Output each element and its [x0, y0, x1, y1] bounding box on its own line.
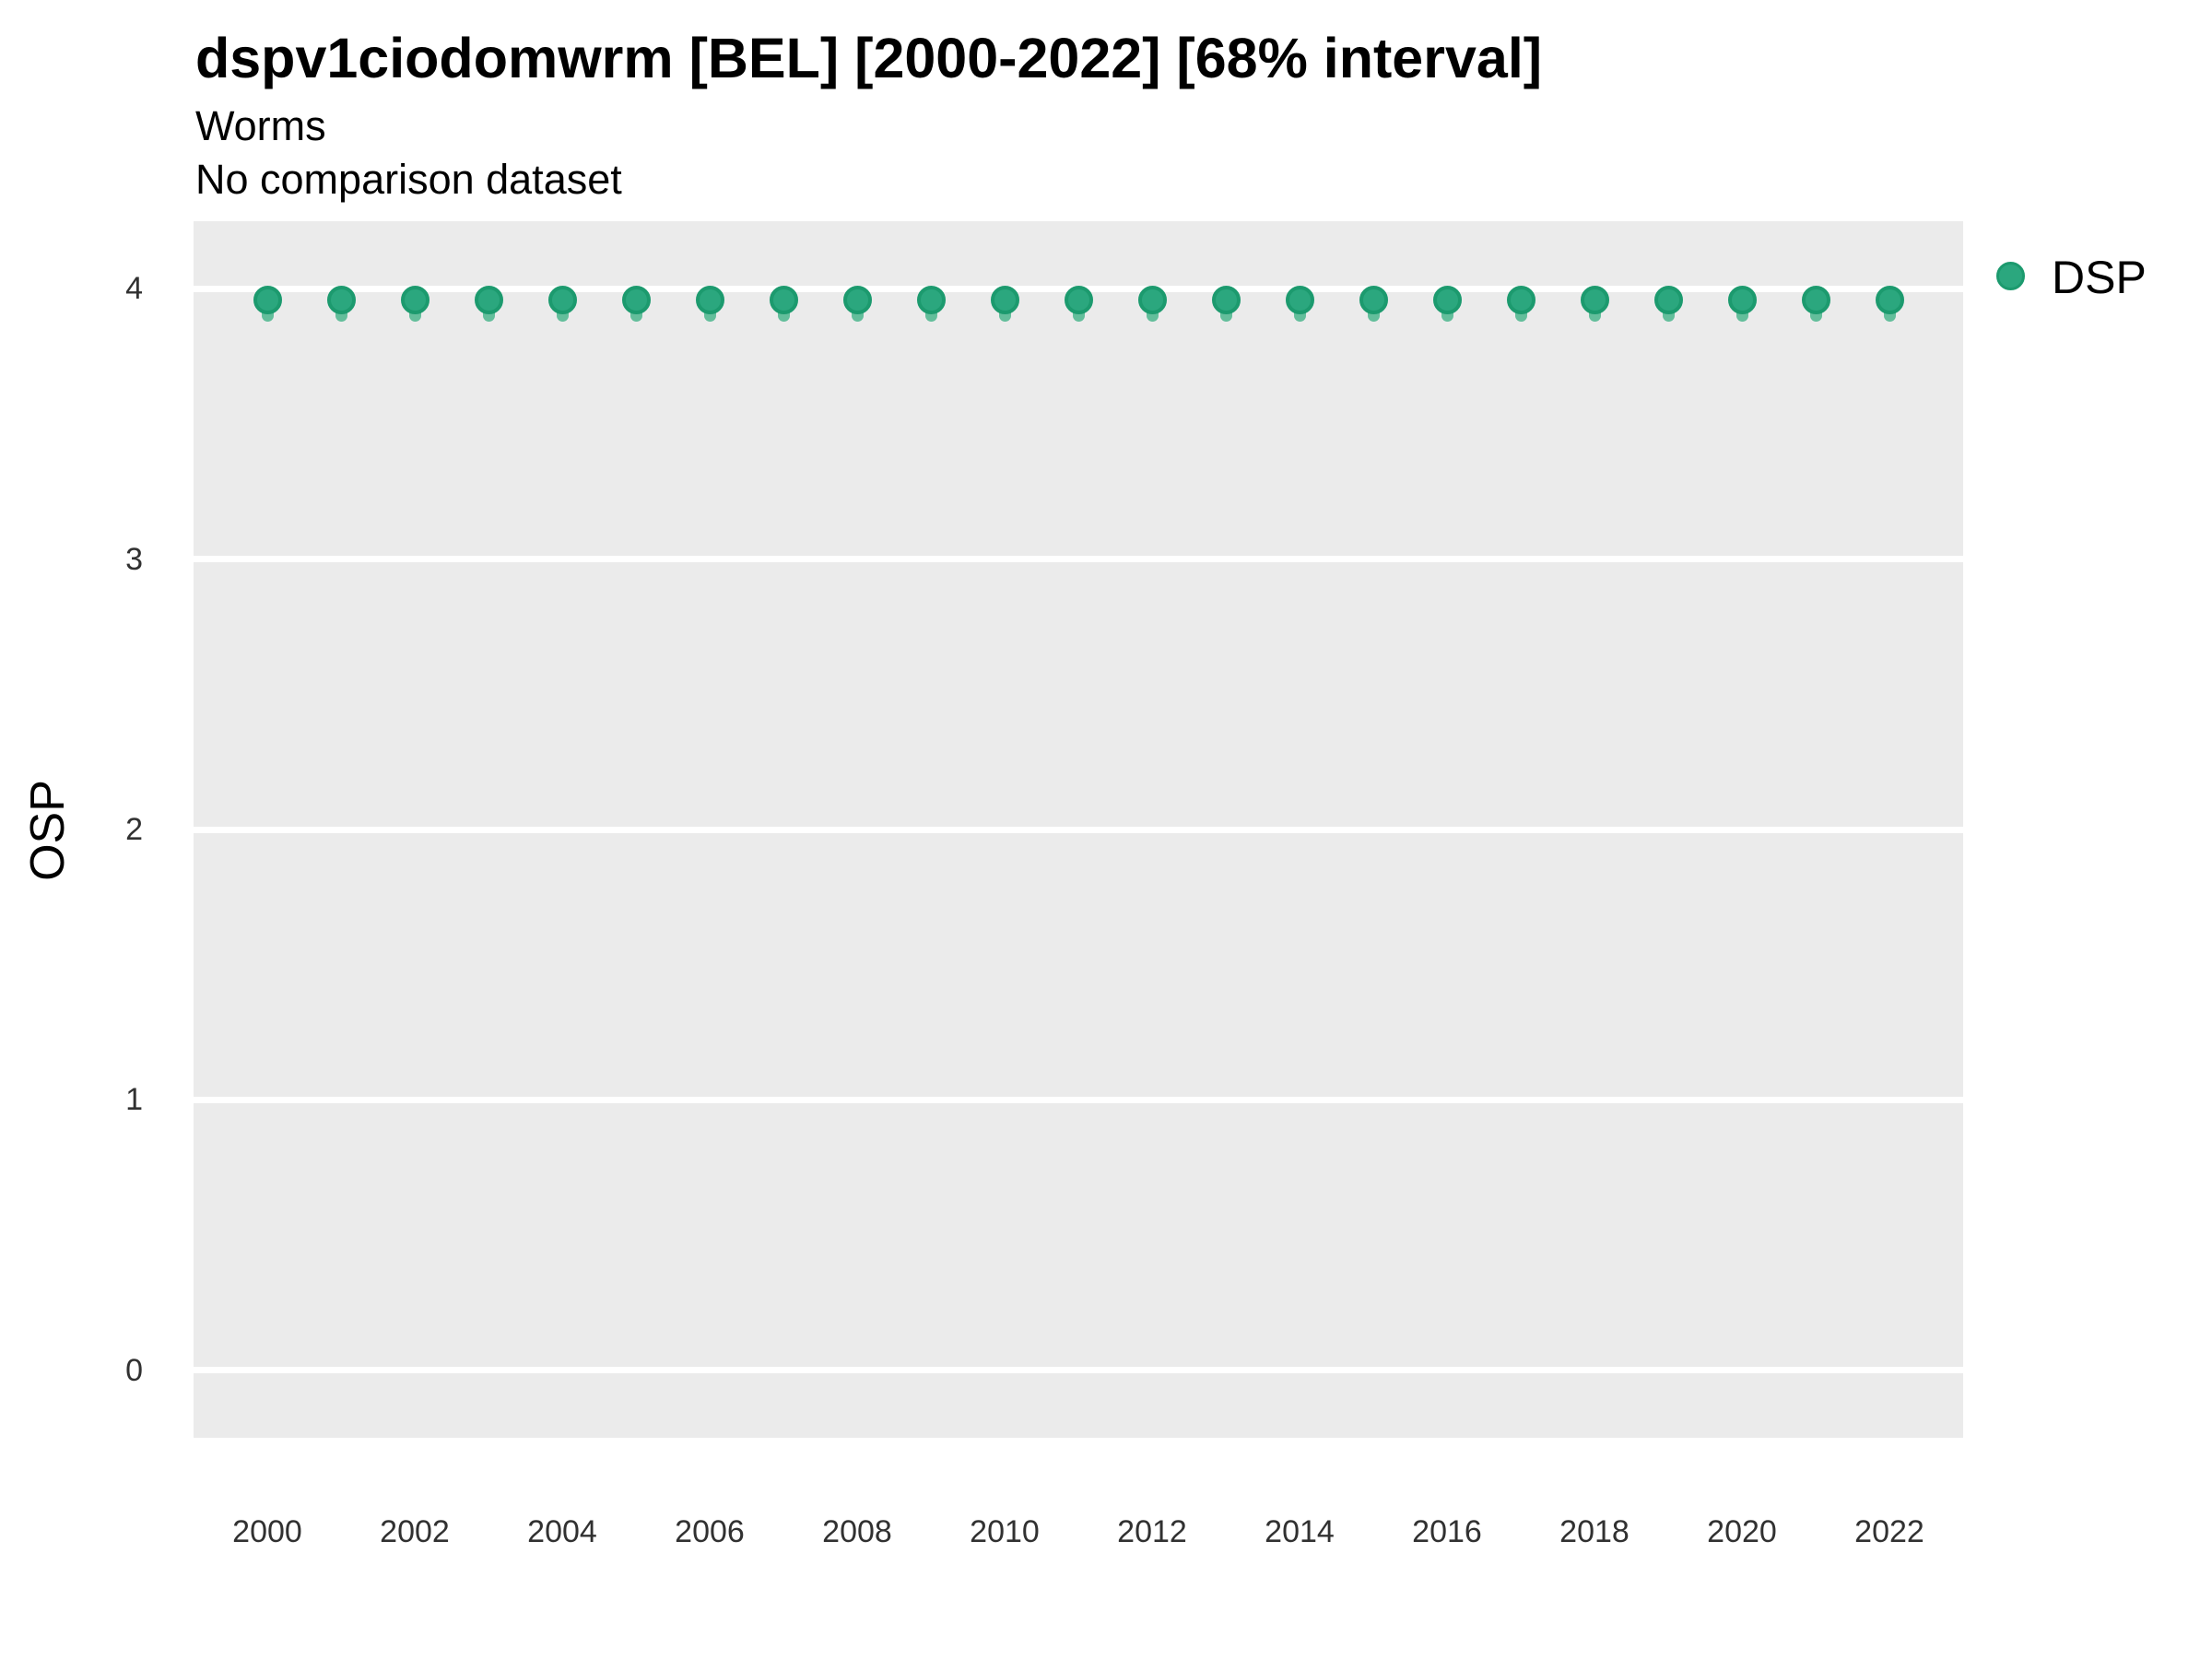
- y-tick-4: 4: [125, 271, 143, 307]
- x-tick-2006: 2006: [675, 1514, 745, 1549]
- data-point-2016: [1432, 285, 1462, 314]
- legend-item-dsp: DSP: [1991, 249, 2212, 313]
- data-point-2018: [1580, 285, 1609, 314]
- x-tick-2018: 2018: [1559, 1514, 1630, 1549]
- data-point-2008: [842, 285, 872, 314]
- legend-point-icon: [1996, 262, 2025, 290]
- data-point-2021: [1801, 285, 1830, 314]
- x-tick-2002: 2002: [380, 1514, 450, 1549]
- data-point-2011: [1064, 285, 1093, 314]
- data-point-2017: [1506, 285, 1535, 314]
- data-point-2009: [916, 285, 946, 314]
- data-point-2020: [1727, 285, 1757, 314]
- data-point-2012: [1137, 285, 1167, 314]
- data-point-2002: [400, 285, 429, 314]
- x-tick-2022: 2022: [1854, 1514, 1924, 1549]
- x-tick-2014: 2014: [1265, 1514, 1335, 1549]
- data-point-2003: [474, 285, 503, 314]
- x-tick-2016: 2016: [1412, 1514, 1482, 1549]
- data-point-2022: [1875, 285, 1904, 314]
- chart-note: No comparison dataset: [195, 156, 622, 203]
- data-point-2019: [1653, 285, 1683, 314]
- data-point-2000: [253, 285, 282, 314]
- data-point-2004: [547, 285, 577, 314]
- data-point-2010: [990, 285, 1019, 314]
- data-point-2014: [1285, 285, 1314, 314]
- data-point-2005: [621, 285, 651, 314]
- legend: DSP: [1991, 249, 2212, 313]
- legend-item-label: DSP: [2052, 252, 2147, 303]
- plot-panel: [194, 221, 1963, 1438]
- gridline-y-2: [194, 826, 1963, 833]
- y-tick-2: 2: [125, 812, 143, 847]
- y-tick-0: 0: [125, 1352, 143, 1388]
- x-tick-2010: 2010: [970, 1514, 1040, 1549]
- data-point-2007: [769, 285, 798, 314]
- y-tick-1: 1: [125, 1082, 143, 1118]
- data-point-2001: [326, 285, 356, 314]
- x-tick-2012: 2012: [1117, 1514, 1187, 1549]
- y-tick-3: 3: [125, 541, 143, 577]
- gridline-y-1: [194, 1096, 1963, 1103]
- data-point-2013: [1211, 285, 1241, 314]
- x-tick-2020: 2020: [1707, 1514, 1777, 1549]
- chart-subtitle: Worms: [195, 102, 326, 149]
- chart-title: dspv1ciodomwrm [BEL] [2000-2022] [68% in…: [195, 27, 1543, 89]
- x-tick-2000: 2000: [232, 1514, 302, 1549]
- gridline-y-3: [194, 556, 1963, 563]
- x-tick-2008: 2008: [822, 1514, 892, 1549]
- x-tick-2004: 2004: [527, 1514, 597, 1549]
- data-point-2015: [1359, 285, 1388, 314]
- gridline-y-0: [194, 1367, 1963, 1374]
- data-point-2006: [695, 285, 724, 314]
